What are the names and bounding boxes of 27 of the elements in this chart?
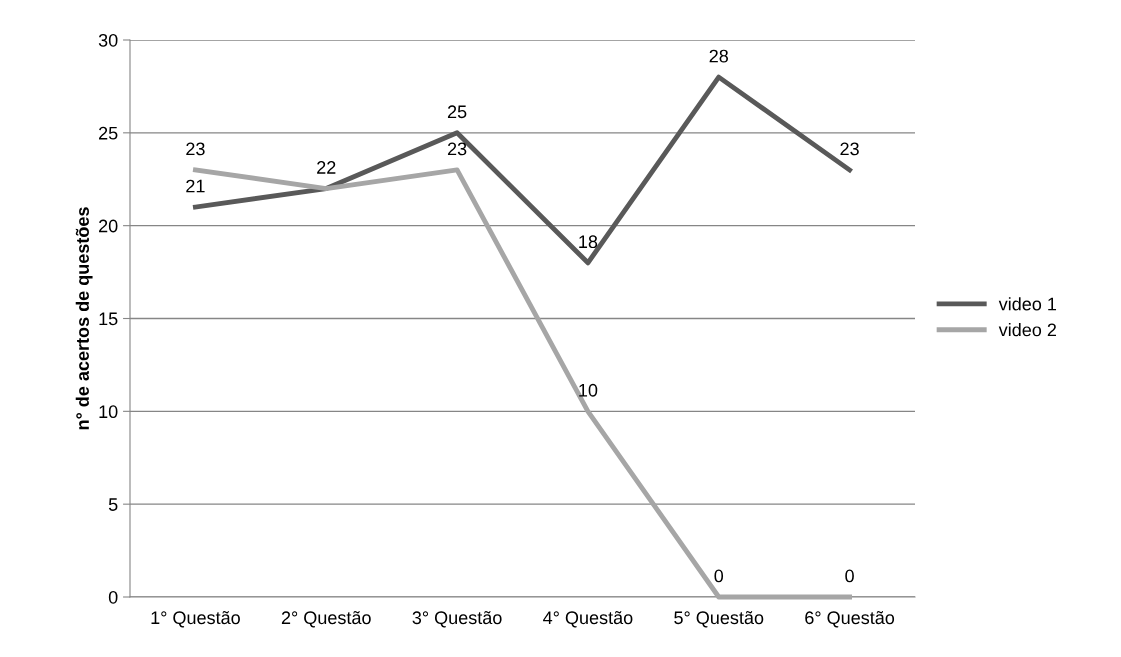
x-tick-label: 2° Questão — [281, 611, 371, 628]
data-label: 28 — [709, 49, 729, 63]
y-tick-label: 0 — [108, 590, 118, 604]
data-label: 0 — [845, 569, 854, 583]
data-label: 0 — [714, 569, 724, 583]
y-tick-label: 5 — [108, 498, 118, 511]
data-label: 10 — [579, 383, 598, 397]
x-tick-label: 4° Questão — [543, 611, 633, 628]
x-tick-label: 3° Questão — [412, 611, 502, 628]
y-tick-label: 30 — [98, 33, 118, 47]
x-tick-label: 5° Questão — [674, 611, 764, 628]
y-axis-title: n° de acertos de questões — [75, 207, 93, 430]
y-tick-label: 20 — [99, 219, 118, 233]
legend-label: video 1 — [998, 297, 1057, 311]
data-label: 21 — [186, 179, 205, 193]
x-tick-label: 6° Questão — [805, 611, 895, 628]
data-label: 23 — [186, 142, 205, 156]
legend-label: video 2 — [998, 323, 1056, 337]
data-label: 25 — [447, 105, 467, 119]
y-tick-label: 10 — [99, 405, 118, 419]
y-tick-label: 25 — [99, 126, 118, 140]
y-tick-label: 15 — [99, 312, 118, 326]
data-label: 23 — [840, 142, 859, 156]
data-label: 18 — [579, 235, 598, 249]
data-label: 22 — [317, 161, 336, 174]
data-label: 23 — [447, 142, 467, 156]
x-tick-label: 1° Questão — [151, 611, 240, 628]
